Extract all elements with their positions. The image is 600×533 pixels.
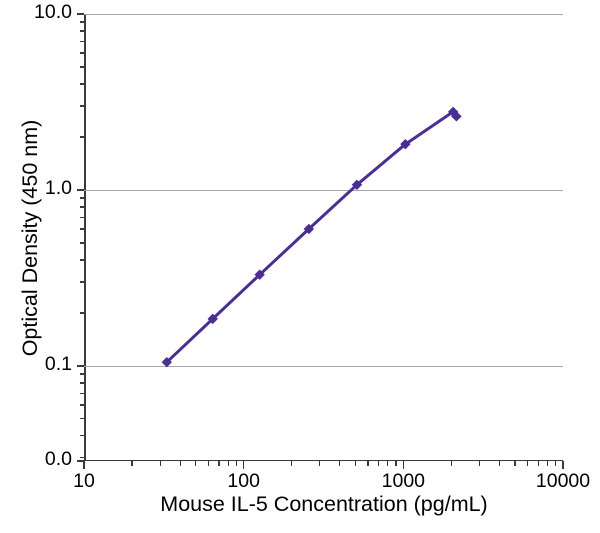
x-axis-title: Mouse IL-5 Concentration (pg/mL) <box>160 492 488 516</box>
y-tick-minor <box>79 83 84 85</box>
data-point-marker <box>351 179 363 190</box>
gridline-y-10.0 <box>84 14 563 15</box>
data-point-marker <box>161 356 172 368</box>
x-tick-minor <box>395 461 397 466</box>
x-tick-minor <box>227 461 229 466</box>
x-tick-minor <box>478 461 481 466</box>
data-point-marker <box>254 269 265 280</box>
y-tick-minor <box>79 392 84 394</box>
x-tick-minor <box>537 461 539 466</box>
data-point-marker <box>451 111 462 122</box>
y-tick-minor <box>79 197 84 199</box>
gridline-y-0.1 <box>84 365 563 367</box>
x-tick-minor <box>159 461 161 466</box>
data-point-marker <box>303 223 315 235</box>
x-tick-major-10 <box>83 461 85 469</box>
y-tick-minor <box>79 435 84 437</box>
x-tick-minor <box>367 461 369 466</box>
x-tick-minor <box>235 461 237 466</box>
y-tick-label-0.1: 0.1 <box>44 352 72 375</box>
x-tick-minor <box>450 461 452 466</box>
y-tick-minor <box>79 228 84 230</box>
x-tick-minor <box>546 461 549 466</box>
x-tick-minor <box>131 461 133 466</box>
x-tick-label-10000: 10000 <box>535 470 591 492</box>
y-axis-title: Optical Density (450 nm) <box>17 119 42 357</box>
gridline-y-1.0 <box>84 189 563 191</box>
x-tick-minor <box>207 461 209 466</box>
y-tick-minor <box>79 105 84 107</box>
x-tick-major-10000 <box>562 461 564 469</box>
standard-curve-line <box>165 110 455 364</box>
y-tick-minor <box>79 418 84 420</box>
x-axis-line <box>84 459 563 461</box>
x-tick-minor <box>498 461 501 466</box>
x-tick-minor <box>291 461 293 466</box>
y-tick-minor <box>79 373 84 375</box>
x-tick-major-1000 <box>402 461 405 469</box>
y-axis-line <box>84 14 86 461</box>
y-tick-minor <box>79 312 84 314</box>
y-tick-minor <box>79 404 84 406</box>
x-tick-minor <box>378 461 380 466</box>
x-tick-label-10: 10 <box>73 470 95 492</box>
data-point-marker <box>400 138 411 150</box>
x-tick-minor <box>514 461 516 466</box>
y-tick-label-10.0: 10.0 <box>34 1 72 23</box>
x-tick-minor <box>354 461 356 466</box>
y-tick-minor <box>79 40 84 42</box>
x-tick-minor <box>526 461 529 466</box>
y-tick-minor <box>79 242 84 244</box>
y-tick-label-1.0: 1.0 <box>44 176 72 199</box>
x-tick-label-1000: 1000 <box>381 470 426 492</box>
data-point-marker <box>207 313 218 325</box>
y-tick-major-0.1 <box>77 365 84 367</box>
y-tick-minor <box>79 259 84 261</box>
x-tick-major-100 <box>242 461 245 469</box>
y-tick-major-0.0 <box>77 460 84 462</box>
y-tick-minor <box>79 281 84 283</box>
y-tick-minor <box>79 457 84 459</box>
x-tick-minor <box>555 461 557 466</box>
x-tick-minor <box>179 461 181 466</box>
plot-area <box>77 13 564 469</box>
y-tick-minor <box>79 216 84 218</box>
y-tick-minor <box>79 136 84 138</box>
x-tick-minor <box>195 461 197 466</box>
x-tick-minor <box>218 461 220 466</box>
x-tick-minor <box>387 461 389 466</box>
y-tick-label-0.0: 0.0 <box>44 448 72 470</box>
y-tick-major-10.0 <box>77 13 84 15</box>
standard-curve-markers <box>161 106 462 368</box>
x-tick-label-100: 100 <box>227 470 260 492</box>
y-tick-minor <box>79 21 84 23</box>
y-tick-minor <box>79 66 84 68</box>
data-series-layer <box>161 106 462 368</box>
y-tick-minor <box>79 52 84 54</box>
y-tick-major-1.0 <box>77 189 84 191</box>
x-tick-minor <box>319 461 321 466</box>
x-tick-minor <box>339 461 341 466</box>
y-tick-minor <box>79 382 84 384</box>
y-tick-minor <box>79 30 84 32</box>
y-tick-minor <box>79 206 84 208</box>
